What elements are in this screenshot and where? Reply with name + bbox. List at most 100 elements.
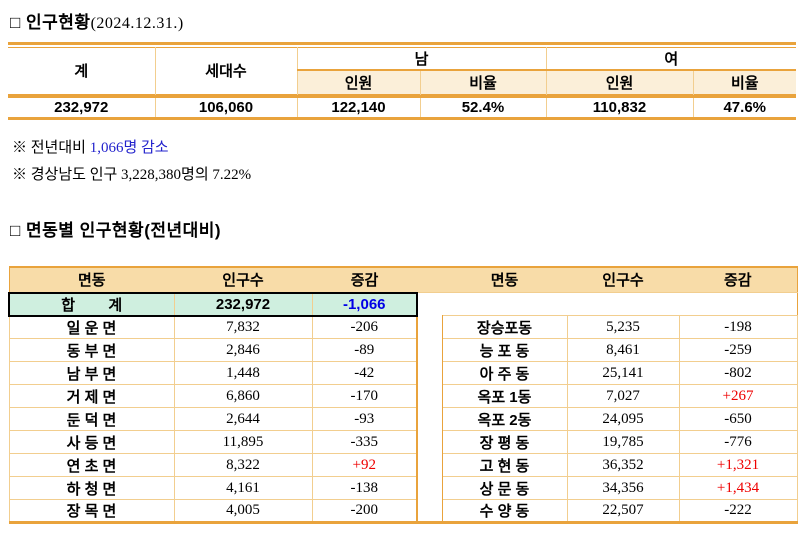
total-row-spacer [442,292,567,316]
header-female-ratio: 비율 [692,70,796,94]
district-change: -802 [678,361,798,385]
district-name: 장승포동 [441,315,568,339]
district-change: -650 [678,407,798,431]
header-male-ratio: 비율 [419,70,547,94]
district-change: -206 [311,315,418,339]
district-change: -93 [311,407,418,431]
value-female-count: 110,832 [545,96,694,118]
section2-title: □ 면동별 인구현황(전년대비) [10,220,222,240]
district-change: -138 [311,476,418,500]
district-population: 5,235 [566,315,680,339]
section1-title-date: (2024.12.31.) [90,15,184,32]
district-change: +92 [311,453,418,477]
header-households: 세대수 [154,47,298,94]
district-row: 장 목 면 4,005 -200 수 양 동 22,507 -222 [8,499,798,523]
district-population: 2,644 [173,407,313,431]
value-total: 232,972 [8,96,156,118]
total-row-spacer [679,292,797,316]
district-name: 옥포 1동 [441,384,568,408]
district-change: -198 [678,315,798,339]
district-change: -259 [678,338,798,362]
district-row: 동 부 면 2,846 -89 능 포 동 8,461 -259 [8,338,798,362]
district-change: -222 [678,499,798,523]
district-change: -335 [311,430,418,454]
double-rule-divider [8,93,796,98]
district-name: 장 평 동 [441,430,568,454]
district-population: 7,027 [566,384,680,408]
total-row-spacer [417,292,442,316]
district-population-table: 면동 인구수 증감 면동 인구수 증감 합 계 232,972 -1,066 일… [8,265,798,524]
total-name: 합 계 [8,291,175,317]
header-district-right: 면동 [442,266,567,293]
header-female-count: 인원 [545,70,694,94]
district-row: 남 부 면 1,448 -42 아 주 동 25,141 -802 [8,361,798,385]
header-change-left: 증감 [312,266,417,293]
district-name: 일 운 면 [8,315,175,339]
footnote-province-share: ※ 경상남도 인구 3,228,380명의 7.22% [12,166,252,183]
district-change: -776 [678,430,798,454]
header-population-right: 인구수 [567,266,679,293]
value-households: 106,060 [154,96,298,118]
total-change: -1,066 [312,291,418,317]
column-divider [416,315,443,339]
footnotes: ※ 전년대비 1,066명 감소 ※ 경상남도 인구 3,228,380명의 7… [12,135,796,189]
total-row-spacer [567,292,679,316]
header-male-count: 인원 [297,70,421,94]
column-divider [416,361,443,385]
district-change: -170 [311,384,418,408]
header-district-left: 면동 [9,266,174,293]
population-summary-table: 계 세대수 남 여 인원 비율 인원 비율 232,972 106,060 12… [8,42,796,120]
section1-title: □ 인구현황(2024.12.31.) [10,8,796,33]
footnote-yoy: ※ 전년대비 1,066명 감소 [12,135,796,162]
section1-title-text: □ 인구현황 [10,13,91,32]
summary-values-row: 232,972 106,060 122,140 52.4% 110,832 47… [8,96,796,118]
column-divider [416,407,443,431]
district-change: +1,434 [678,476,798,500]
district-population: 22,507 [566,499,680,523]
district-row: 둔 덕 면 2,644 -93 옥포 2동 24,095 -650 [8,407,798,431]
district-name: 하 청 면 [8,476,175,500]
district-header-row: 면동 인구수 증감 면동 인구수 증감 [9,266,797,293]
district-population: 8,322 [173,453,313,477]
header-population-left: 인구수 [174,266,312,293]
total-row: 합 계 232,972 -1,066 [8,291,797,317]
district-change: +1,321 [678,453,798,477]
column-divider [416,338,443,362]
summary-header-row: 계 세대수 남 여 [8,47,796,94]
district-change: -200 [311,499,418,523]
district-name: 거 제 면 [8,384,175,408]
column-divider [416,499,443,523]
district-name: 둔 덕 면 [8,407,175,431]
district-population: 34,356 [566,476,680,500]
district-name: 능 포 동 [441,338,568,362]
district-population: 4,161 [173,476,313,500]
district-population: 4,005 [173,499,313,523]
district-row: 거 제 면 6,860 -170 옥포 1동 7,027 +267 [8,384,798,408]
district-change: +267 [678,384,798,408]
footnote-yoy-highlight: 1,066명 감소 [89,139,169,156]
district-population: 11,895 [173,430,313,454]
district-row: 하 청 면 4,161 -138 상 문 동 34,356 +1,434 [8,476,798,500]
district-population: 19,785 [566,430,680,454]
district-population: 1,448 [173,361,313,385]
footnote-yoy-prefix: ※ 전년대비 [12,139,90,156]
total-population: 232,972 [174,291,313,317]
district-name: 상 문 동 [441,476,568,500]
header-change-right: 증감 [679,266,797,293]
column-divider [416,476,443,500]
district-population: 6,860 [173,384,313,408]
value-female-ratio: 47.6% [692,96,796,118]
district-population: 7,832 [173,315,313,339]
header-male: 남 [296,47,547,71]
district-change: -89 [311,338,418,362]
district-population: 2,846 [173,338,313,362]
district-name: 동 부 면 [8,338,175,362]
summary-subheader-row: 인원 비율 인원 비율 [8,70,796,94]
district-population: 36,352 [566,453,680,477]
district-row: 사 등 면 11,895 -335 장 평 동 19,785 -776 [8,430,798,454]
district-population: 25,141 [566,361,680,385]
value-male-count: 122,140 [296,96,421,118]
district-name: 고 현 동 [441,453,568,477]
district-change: -42 [311,361,418,385]
